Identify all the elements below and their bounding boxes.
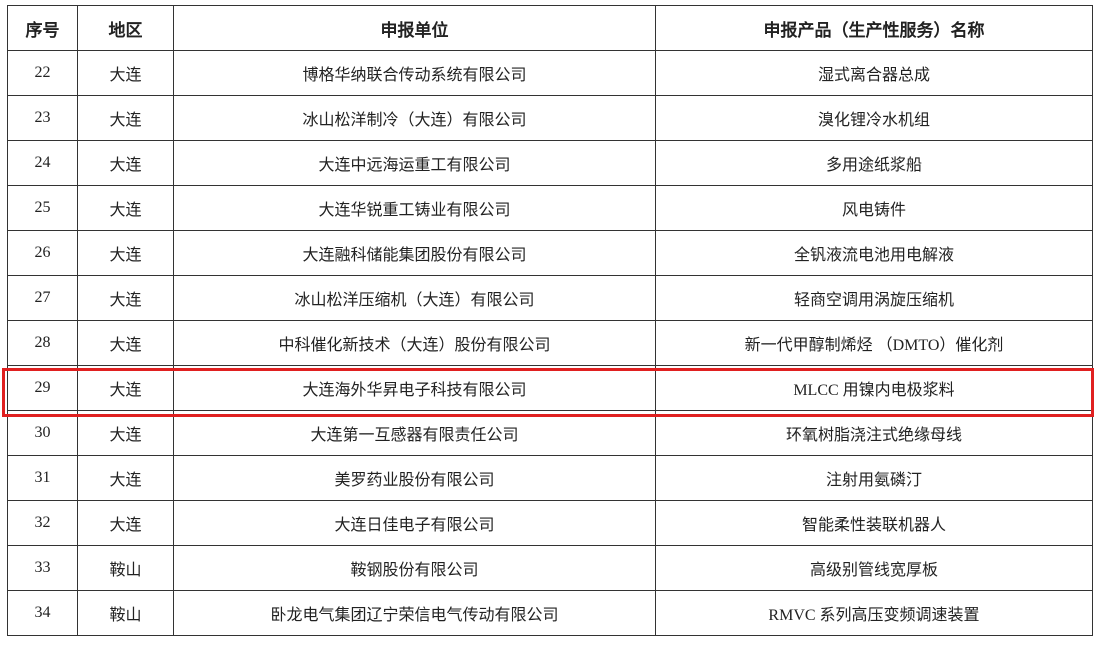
cell-product: RMVC 系列高压变频调速装置 [655, 590, 1093, 636]
cell-company: 大连第一互感器有限责任公司 [173, 410, 656, 456]
cell-company: 大连海外华昇电子科技有限公司 [173, 365, 656, 411]
table-row: 25 大连 大连华锐重工铸业有限公司 风电铸件 [7, 185, 1093, 231]
cell-index: 26 [7, 230, 78, 276]
cell-index: 28 [7, 320, 78, 366]
table-row: 32 大连 大连日佳电子有限公司 智能柔性装联机器人 [7, 500, 1093, 546]
cell-product: 轻商空调用涡旋压缩机 [655, 275, 1093, 321]
cell-company: 冰山松洋制冷（大连）有限公司 [173, 95, 656, 141]
cell-index: 32 [7, 500, 78, 546]
cell-region: 大连 [77, 230, 174, 276]
table-row: 33 鞍山 鞍钢股份有限公司 高级别管线宽厚板 [7, 545, 1093, 591]
cell-index: 24 [7, 140, 78, 186]
cell-region: 大连 [77, 185, 174, 231]
cell-region: 大连 [77, 95, 174, 141]
cell-region: 鞍山 [77, 590, 174, 636]
cell-product: 新一代甲醇制烯烃 （DMTO）催化剂 [655, 320, 1093, 366]
cell-index: 23 [7, 95, 78, 141]
cell-company: 鞍钢股份有限公司 [173, 545, 656, 591]
cell-product: 全钒液流电池用电解液 [655, 230, 1093, 276]
cell-index: 33 [7, 545, 78, 591]
cell-region: 大连 [77, 500, 174, 546]
cell-company: 大连日佳电子有限公司 [173, 500, 656, 546]
cell-product: 高级别管线宽厚板 [655, 545, 1093, 591]
cell-company: 中科催化新技术（大连）股份有限公司 [173, 320, 656, 366]
cell-index: 31 [7, 455, 78, 501]
cell-product: 湿式离合器总成 [655, 50, 1093, 96]
header-company: 申报单位 [173, 5, 656, 51]
table-row: 23 大连 冰山松洋制冷（大连）有限公司 溴化锂冷水机组 [7, 95, 1093, 141]
cell-product: 多用途纸浆船 [655, 140, 1093, 186]
cell-region: 大连 [77, 275, 174, 321]
table-row: 22 大连 博格华纳联合传动系统有限公司 湿式离合器总成 [7, 50, 1093, 96]
table-row: 31 大连 美罗药业股份有限公司 注射用氨磷汀 [7, 455, 1093, 501]
cell-index: 22 [7, 50, 78, 96]
table-row: 34 鞍山 卧龙电气集团辽宁荣信电气传动有限公司 RMVC 系列高压变频调速装置 [7, 590, 1093, 636]
table-row: 24 大连 大连中远海运重工有限公司 多用途纸浆船 [7, 140, 1093, 186]
table-row: 27 大连 冰山松洋压缩机（大连）有限公司 轻商空调用涡旋压缩机 [7, 275, 1093, 321]
table-row: 28 大连 中科催化新技术（大连）股份有限公司 新一代甲醇制烯烃 （DMTO）催化剂 [7, 320, 1093, 366]
cell-company: 大连中远海运重工有限公司 [173, 140, 656, 186]
enterprise-product-table: 序号 地区 申报单位 申报产品（生产性服务）名称 22 大连 博格华纳联合传动系统有… [7, 5, 1093, 636]
cell-index: 34 [7, 590, 78, 636]
cell-region: 大连 [77, 320, 174, 366]
table-row: 26 大连 大连融科储能集团股份有限公司 全钒液流电池用电解液 [7, 230, 1093, 276]
cell-product: MLCC 用镍内电极浆料 [655, 365, 1093, 411]
cell-company: 美罗药业股份有限公司 [173, 455, 656, 501]
cell-region: 大连 [77, 410, 174, 456]
cell-product: 注射用氨磷汀 [655, 455, 1093, 501]
cell-region: 大连 [77, 140, 174, 186]
cell-company: 卧龙电气集团辽宁荣信电气传动有限公司 [173, 590, 656, 636]
header-product: 申报产品（生产性服务）名称 [655, 5, 1093, 51]
header-region: 地区 [77, 5, 174, 51]
cell-index: 25 [7, 185, 78, 231]
table-row: 29 大连 大连海外华昇电子科技有限公司 MLCC 用镍内电极浆料 [7, 365, 1093, 411]
cell-company: 大连融科储能集团股份有限公司 [173, 230, 656, 276]
cell-index: 29 [7, 365, 78, 411]
cell-company: 冰山松洋压缩机（大连）有限公司 [173, 275, 656, 321]
header-row: 序号 地区 申报单位 申报产品（生产性服务）名称 [7, 5, 1093, 51]
cell-index: 27 [7, 275, 78, 321]
cell-product: 风电铸件 [655, 185, 1093, 231]
table-row: 30 大连 大连第一互感器有限责任公司 环氧树脂浇注式绝缘母线 [7, 410, 1093, 456]
cell-company: 博格华纳联合传动系统有限公司 [173, 50, 656, 96]
cell-product: 环氧树脂浇注式绝缘母线 [655, 410, 1093, 456]
cell-company: 大连华锐重工铸业有限公司 [173, 185, 656, 231]
cell-region: 大连 [77, 50, 174, 96]
cell-region: 鞍山 [77, 545, 174, 591]
cell-region: 大连 [77, 455, 174, 501]
header-index: 序号 [7, 5, 78, 51]
cell-index: 30 [7, 410, 78, 456]
cell-region: 大连 [77, 365, 174, 411]
cell-product: 智能柔性装联机器人 [655, 500, 1093, 546]
cell-product: 溴化锂冷水机组 [655, 95, 1093, 141]
